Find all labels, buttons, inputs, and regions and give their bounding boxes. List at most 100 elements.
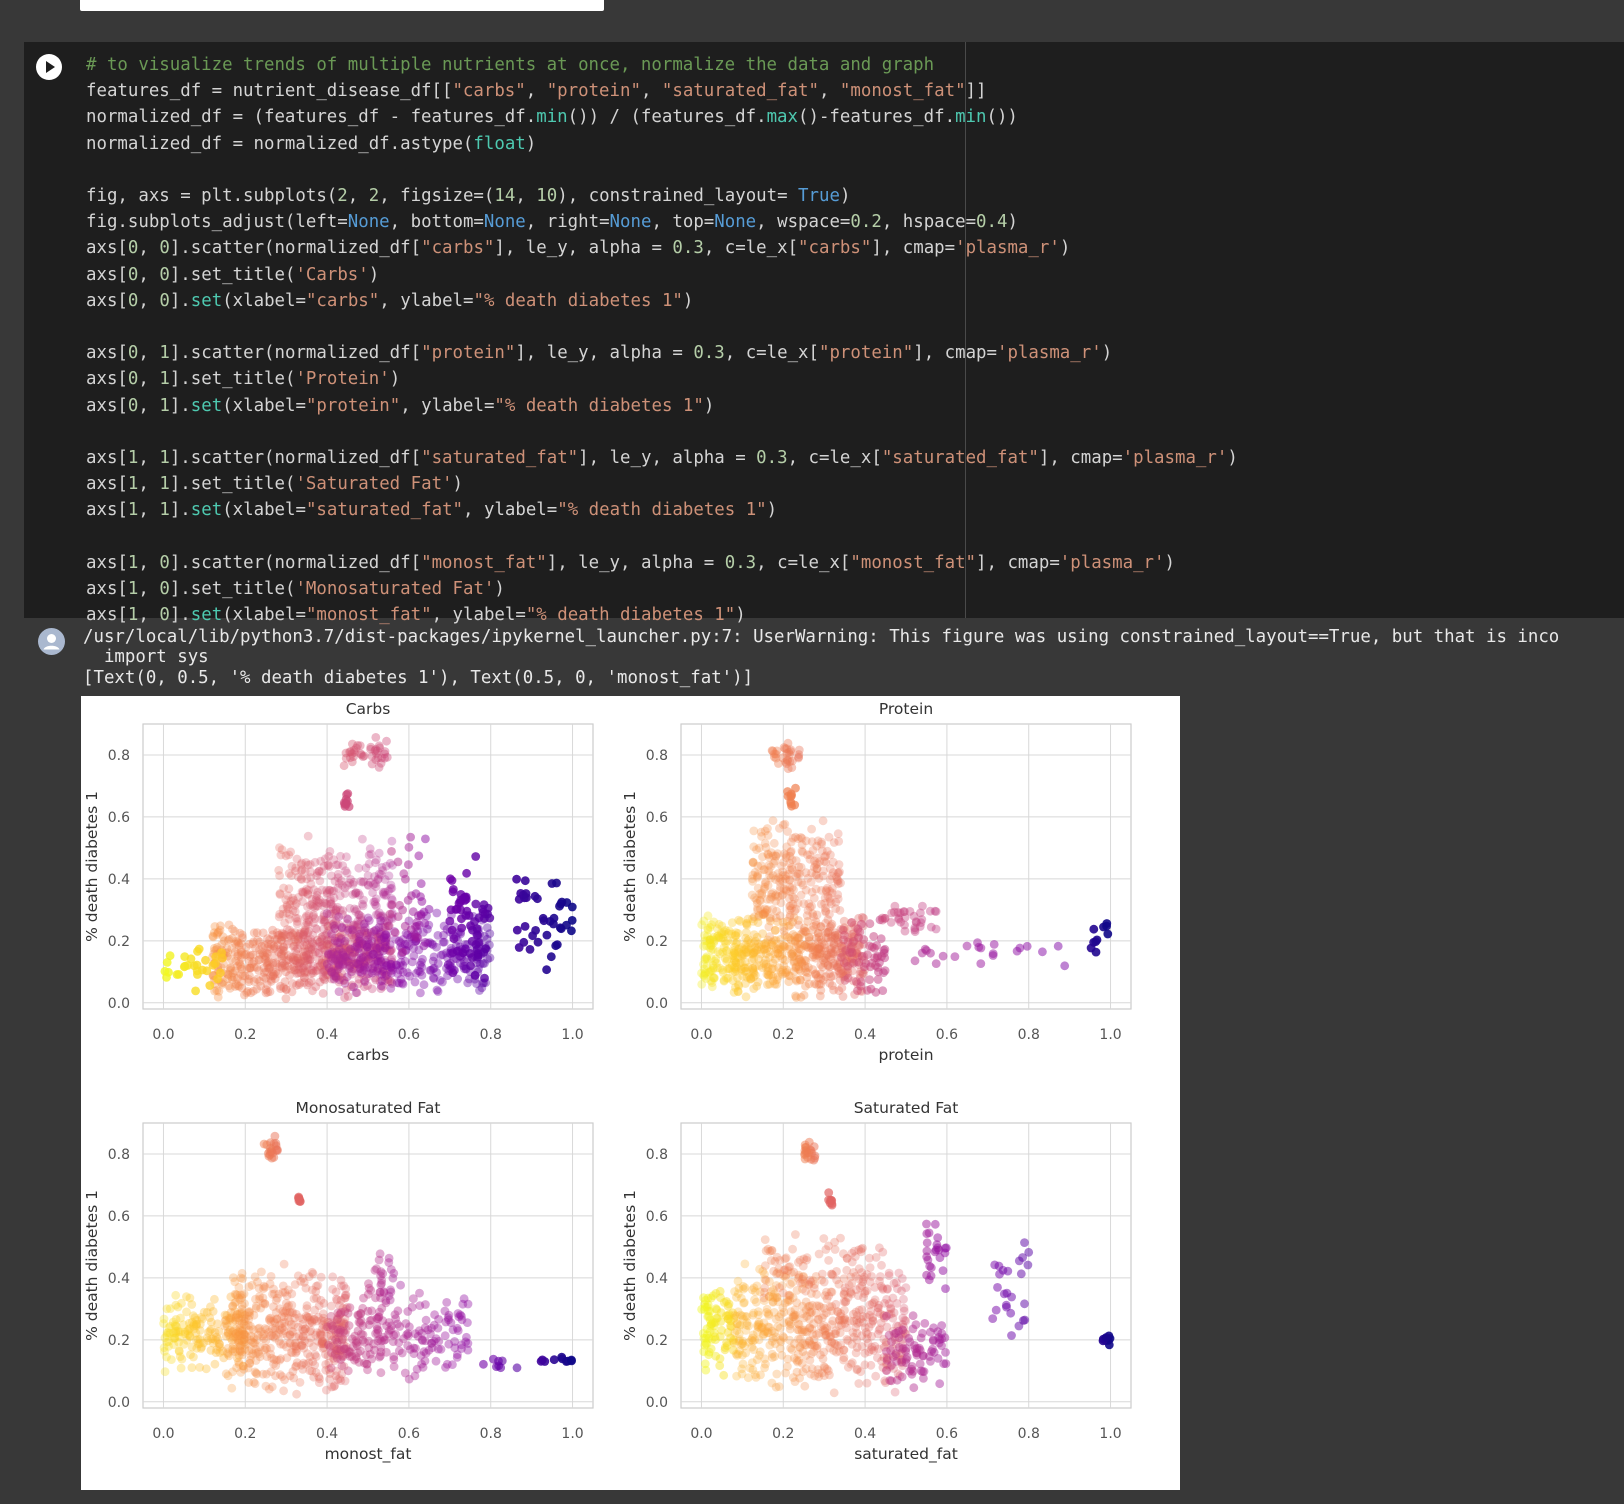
- code-cell[interactable]: # to visualize trends of multiple nutrie…: [24, 42, 1624, 625]
- scatter-point: [299, 930, 308, 940]
- scatter-point: [329, 949, 339, 958]
- scatter-point: [385, 858, 395, 868]
- scatter-point: [285, 910, 294, 919]
- scatter-point: [760, 1283, 770, 1293]
- scatter-point: [352, 988, 362, 998]
- scatter-point: [261, 973, 270, 983]
- scatter-point: [753, 918, 763, 927]
- warning-source-line: import sys: [83, 647, 209, 667]
- scatter-point: [702, 936, 711, 946]
- scatter-point: [426, 965, 436, 975]
- scatter-point: [297, 865, 307, 875]
- scatter-point: [336, 944, 346, 954]
- scatter-point: [329, 921, 339, 931]
- code-line[interactable]: axs[1, 0].set(xlabel="monost_fat", ylabe…: [86, 605, 746, 626]
- code-line[interactable]: axs[1, 1].set(xlabel="saturated_fat", yl…: [86, 500, 777, 521]
- scatter-point: [449, 885, 458, 894]
- scatter-point: [369, 927, 379, 936]
- scatter-point: [367, 751, 377, 761]
- scatter-point: [297, 866, 306, 876]
- scatter-point: [354, 1317, 364, 1327]
- code-line[interactable]: axs[1, 1].set_title('Saturated Fat'): [86, 474, 463, 495]
- code-line[interactable]: # to visualize trends of multiple nutrie…: [86, 55, 934, 76]
- code-line[interactable]: axs[0, 0].set_title('Carbs'): [86, 265, 379, 286]
- scatter-point: [703, 911, 713, 921]
- scatter-point: [325, 909, 334, 919]
- code-token: "protein": [818, 343, 914, 364]
- x-tick-label: 1.0: [561, 1027, 583, 1043]
- scatter-point: [733, 987, 743, 996]
- code-token: 0: [127, 343, 139, 364]
- scatter-point: [833, 1341, 842, 1351]
- scatter-point: [814, 949, 824, 958]
- code-line[interactable]: axs[1, 0].scatter(normalized_df["monost_…: [86, 553, 1175, 574]
- scatter-point: [311, 893, 321, 902]
- scatter-point: [381, 930, 390, 940]
- scatter-point: [300, 934, 310, 943]
- scatter-point: [741, 933, 751, 943]
- scatter-point: [387, 847, 396, 856]
- scatter-point: [478, 959, 488, 968]
- scatter-point: [750, 962, 760, 972]
- scatter-point: [276, 981, 285, 991]
- scatter-point: [780, 942, 790, 951]
- scatter-point: [231, 939, 241, 949]
- scatter-point: [264, 956, 274, 966]
- scatter-point: [761, 843, 771, 852]
- scatter-point: [514, 943, 524, 952]
- code-line[interactable]: axs[0, 0].scatter(normalized_df["carbs"]…: [86, 238, 1070, 259]
- code-line[interactable]: fig.subplots_adjust(left=None, bottom=No…: [86, 212, 1018, 233]
- scatter-point: [719, 975, 729, 985]
- scatter-point: [226, 954, 236, 964]
- scatter-point: [715, 1354, 725, 1363]
- scatter-point: [371, 882, 381, 892]
- scatter-point: [397, 978, 407, 988]
- code-line[interactable]: features_df = nutrient_disease_df[["carb…: [86, 81, 987, 102]
- scatter-point: [265, 944, 275, 954]
- scatter-point: [362, 973, 371, 983]
- scatter-point: [808, 965, 818, 974]
- y-tick-label: 0.6: [108, 1209, 130, 1225]
- scatter-point: [378, 982, 388, 992]
- scatter-point: [261, 952, 271, 962]
- scatter-point: [833, 876, 843, 886]
- scatter-point: [372, 947, 382, 957]
- scatter-point: [334, 971, 343, 981]
- code-line[interactable]: axs[1, 0].set_title('Monosaturated Fat'): [86, 579, 505, 600]
- code-line[interactable]: normalized_df = (features_df - features_…: [86, 107, 1018, 128]
- code-line[interactable]: fig, axs = plt.subplots(2, 2, figsize=(1…: [86, 186, 850, 207]
- scatter-point: [400, 1368, 410, 1378]
- scatter-point: [348, 924, 358, 934]
- scatter-point: [720, 936, 730, 946]
- scatter-point: [342, 972, 352, 982]
- scatter-point: [354, 932, 363, 942]
- scatter-point: [381, 935, 391, 945]
- run-cell-button[interactable]: [36, 54, 62, 80]
- scatter-point: [742, 942, 752, 952]
- code-token: ,: [138, 343, 160, 364]
- scatter-point: [753, 883, 763, 893]
- code-line[interactable]: axs[0, 1].scatter(normalized_df["protein…: [86, 343, 1112, 364]
- scatter-point: [357, 750, 366, 760]
- scatter-point: [338, 951, 348, 961]
- scatter-point: [420, 919, 430, 928]
- scatter-point: [386, 955, 396, 965]
- scatter-point: [818, 955, 828, 965]
- code-line[interactable]: axs[0, 1].set_title('Protein'): [86, 369, 400, 390]
- scatter-point: [357, 937, 366, 947]
- avatar-icon: [43, 634, 60, 650]
- code-line[interactable]: axs[0, 1].set(xlabel="protein", ylabel="…: [86, 396, 714, 417]
- code-line[interactable]: normalized_df = normalized_df.astype(flo…: [86, 134, 536, 155]
- scatter-point: [798, 1347, 808, 1357]
- scatter-point: [268, 925, 277, 935]
- code-line[interactable]: axs[1, 1].scatter(normalized_df["saturat…: [86, 448, 1238, 469]
- scatter-point: [349, 964, 359, 974]
- scatter-point: [312, 871, 322, 881]
- scatter-point: [248, 950, 258, 960]
- scatter-point: [731, 983, 740, 992]
- code-line[interactable]: axs[0, 0].set(xlabel="carbs", ylabel="% …: [86, 291, 693, 312]
- scatter-point: [343, 957, 353, 967]
- scatter-point: [263, 960, 272, 970]
- scatter-point: [322, 941, 332, 950]
- scatter-point: [387, 961, 396, 971]
